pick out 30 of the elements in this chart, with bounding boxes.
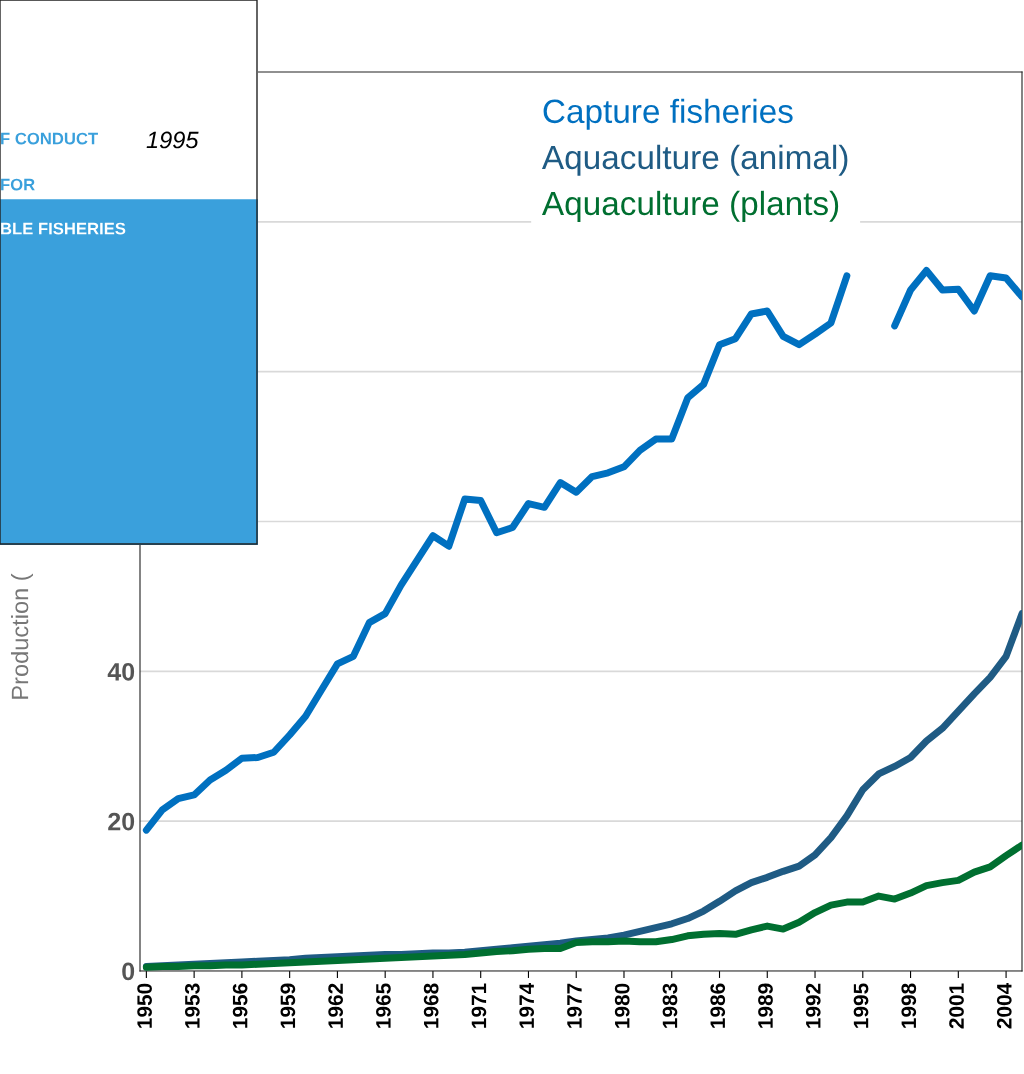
x-tick-label: 2004: [996, 982, 1012, 1029]
x-tick-label: 1986: [710, 983, 726, 1028]
text: Aquaculture (animal): [541, 144, 848, 176]
x-tick-label: 1965: [376, 983, 391, 1028]
text: FOR: [1, 178, 35, 191]
x-tick-label: 1989: [758, 983, 773, 1028]
x-tick-label: 1950: [137, 983, 152, 1028]
y-tick-label: 40: [107, 662, 135, 681]
x-tick-label: 1980: [614, 983, 630, 1028]
x-tick-label: 1995: [853, 983, 869, 1028]
x-tick-label: 1974: [519, 982, 535, 1028]
y-tick-label: 0: [122, 962, 135, 981]
y-tick-label: 20: [108, 812, 135, 831]
x-tick-label: 1992: [805, 983, 821, 1028]
text: F CONDUCT: [1, 132, 98, 145]
x-tick-label: 1968: [423, 983, 439, 1028]
annotation: 1995: [146, 131, 199, 149]
text: BLE FISHERIES: [1, 222, 126, 235]
x-tick-label: 1959: [280, 983, 296, 1028]
x-tick-label: 1956: [232, 983, 248, 1028]
x-tick-label: 1983: [662, 983, 678, 1028]
y-axis-title: Production (: [11, 573, 33, 699]
x-tick-label: 2001: [949, 983, 964, 1029]
x-tick-label: 1971: [471, 983, 487, 1028]
x-tick-label: 1962: [328, 983, 344, 1028]
text: Aquaculture (plants): [541, 190, 839, 222]
text: Capture fisheries: [543, 98, 793, 130]
x-tick-label: 1977: [567, 983, 582, 1028]
x-tick-label: 1998: [901, 983, 917, 1028]
x-tick-label: 1953: [184, 983, 200, 1028]
